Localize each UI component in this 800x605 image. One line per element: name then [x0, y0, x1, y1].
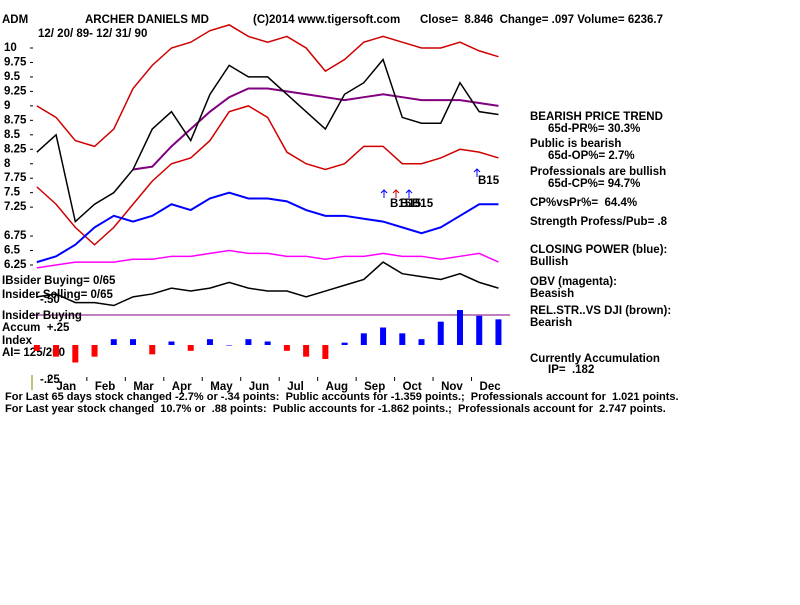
accum-bar: [380, 327, 387, 345]
header-text: Close= 8.846 Change= .097 Volume= 6236.7: [420, 14, 663, 26]
footer-text: For Last year stock changed 10.7% or .88…: [5, 403, 666, 415]
header-text: ADM: [2, 14, 28, 26]
status-note: Strength Profess/Pub= .8: [530, 216, 668, 228]
indicator-note: -.25: [40, 374, 60, 386]
indicator-note: IBsider Buying= 0/65: [2, 275, 116, 287]
y-tick-label: 6.75: [4, 230, 27, 242]
x-tick-label: Jul: [287, 381, 304, 393]
accum-bar: [283, 345, 290, 351]
accum-bar: [226, 345, 233, 346]
header-text: (C)2014 www.tigersoft.com: [253, 14, 400, 26]
x-tick-label: Jun: [249, 381, 269, 393]
series-line: [36, 261, 499, 307]
series-line: [36, 191, 499, 264]
accum-bar: [206, 339, 213, 345]
accum-bar: [245, 339, 252, 345]
x-tick-label: Sep: [364, 381, 385, 393]
status-note: 65d-PR%= 30.3%: [548, 123, 640, 135]
indicator-note: Index: [2, 335, 33, 347]
accum-bar: [456, 310, 463, 345]
y-tick-label: 8.5: [4, 129, 21, 141]
status-note: OBV (magenta):: [530, 276, 617, 288]
accum-bar: [322, 345, 329, 359]
signal-label: B15: [478, 175, 500, 187]
accum-bar: [168, 341, 175, 345]
header-text: ARCHER DANIELS MD: [85, 14, 209, 26]
accum-bar: [187, 345, 194, 351]
series-line: [36, 249, 499, 269]
date-range: 12/ 20/ 89- 12/ 31/ 90: [38, 28, 147, 40]
status-note: REL.STR..VS DJI (brown):: [530, 305, 671, 317]
y-tick-label: 9: [4, 100, 10, 112]
signal-arrows: [380, 168, 481, 198]
status-note: Bullish: [530, 256, 568, 268]
accum-bar: [437, 321, 444, 345]
y-tick-label: 8.75: [4, 114, 27, 126]
x-tick-label: Apr: [172, 381, 192, 393]
accum-bar: [130, 339, 137, 345]
accum-bar: [303, 345, 310, 357]
status-note: CP%vsPr%= 64.4%: [530, 197, 637, 209]
y-tick-label: 9.5: [4, 71, 21, 83]
indicator-note: AI= 125/200: [2, 347, 65, 359]
accum-bar: [91, 345, 98, 357]
y-tick-label: 6.25: [4, 259, 27, 271]
accum-bar: [418, 339, 425, 345]
x-tick-label: Mar: [133, 381, 154, 393]
status-note: 65d-OP%= 2.7%: [548, 150, 635, 162]
y-tick-label: 9.75: [4, 56, 27, 68]
x-tick-label: Oct: [403, 381, 422, 393]
series-line: [132, 87, 499, 171]
indicator-note: Insider Buying: [2, 310, 82, 322]
x-tick-label: Jan: [56, 381, 76, 393]
accum-bar: [53, 345, 60, 357]
y-tick-label: 6.5: [4, 245, 21, 257]
accum-bar: [495, 319, 502, 345]
accum-bar: [341, 342, 348, 345]
x-tick-label: May: [210, 381, 233, 393]
status-note: Beasish: [530, 288, 574, 300]
y-tick-label: 7.75: [4, 172, 27, 184]
y-tick-label: 7.25: [4, 201, 27, 213]
signal-label: B15: [390, 198, 412, 210]
x-tick-label: Feb: [95, 381, 115, 393]
status-note: Professionals are bullish: [530, 166, 666, 178]
x-tick-label: Dec: [480, 381, 502, 393]
accum-bar: [476, 315, 483, 345]
accum-bar: [33, 345, 40, 351]
accum-bar: [360, 333, 367, 345]
indicator-note: Accum +.25: [2, 322, 70, 334]
status-note: 65d-CP%= 94.7%: [548, 178, 640, 190]
series-line: [36, 24, 499, 148]
status-note: Bearish: [530, 317, 572, 329]
series-line: [36, 105, 499, 246]
y-tick-label: 7.5: [4, 187, 21, 199]
status-note: Currently Accumulation: [530, 353, 660, 365]
status-note: Public is bearish: [530, 138, 621, 150]
series-line: [36, 58, 499, 224]
y-tick-label: 9.25: [4, 85, 27, 97]
accum-bar: [72, 345, 79, 363]
accum-bar: [149, 345, 156, 355]
indicator-note: -.50: [40, 294, 60, 306]
y-tick-label: 8.25: [4, 143, 27, 155]
status-note: CLOSING POWER (blue):: [530, 244, 667, 256]
status-note: BEARISH PRICE TREND: [530, 111, 663, 123]
status-note: IP= .182: [548, 364, 594, 376]
footer-text: For Last 65 days stock changed -2.7% or …: [5, 391, 679, 403]
accum-bar: [399, 333, 406, 345]
signal-label: B15: [400, 198, 422, 210]
accum-bar: [264, 341, 271, 345]
signal-label: B15: [412, 198, 434, 210]
x-tick-label: Nov: [441, 381, 463, 393]
y-tick-label: 10: [4, 42, 17, 54]
x-tick-label: Aug: [326, 381, 348, 393]
y-tick-label: 8: [4, 158, 11, 170]
accum-bar: [110, 339, 117, 345]
